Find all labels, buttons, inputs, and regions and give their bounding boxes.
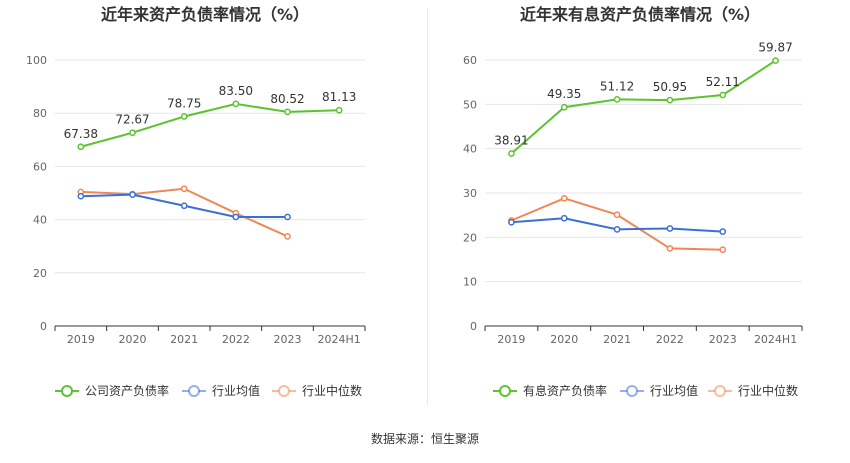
x-tick-label: 2020 xyxy=(119,333,147,346)
data-label: 50.95 xyxy=(653,80,687,94)
legend-item-industry_avg[interactable]: 行业均值 xyxy=(182,383,260,398)
legend-item-industry_median[interactable]: 行业中位数 xyxy=(272,383,362,398)
data-label: 59.87 xyxy=(758,41,792,55)
legend-label: 公司资产负债率 xyxy=(85,383,169,398)
legend-marker-icon xyxy=(188,385,200,397)
y-tick-label: 60 xyxy=(463,54,477,67)
data-point-industry_avg[interactable] xyxy=(666,225,674,232)
data-point-industry_avg[interactable] xyxy=(560,214,568,222)
data-point-company[interactable] xyxy=(129,129,136,137)
x-tick-label: 2024H1 xyxy=(318,333,361,346)
chart-title: 近年来资产负债率情况（%） xyxy=(101,5,309,24)
series-line-company xyxy=(80,102,340,148)
data-point-industry_median[interactable] xyxy=(284,233,291,240)
data-label: 52.11 xyxy=(706,75,740,89)
chart-title: 近年来有息资产负债率情况（%） xyxy=(520,5,760,24)
legend-item-industry_median[interactable]: 行业中位数 xyxy=(708,383,798,398)
data-point-company[interactable] xyxy=(560,103,568,111)
data-point-industry_avg[interactable] xyxy=(232,213,240,221)
data-point-company[interactable] xyxy=(719,91,727,99)
x-tick-label: 2023 xyxy=(709,333,737,346)
x-tick-label: 2024H1 xyxy=(754,333,797,346)
x-tick-label: 2023 xyxy=(274,333,302,346)
data-point-industry_median[interactable] xyxy=(613,211,621,219)
data-point-company[interactable] xyxy=(613,96,621,103)
series-line-company xyxy=(510,59,777,155)
legend-item-company[interactable]: 公司资产负债率 xyxy=(55,383,169,398)
y-tick-label: 10 xyxy=(463,276,477,289)
data-point-industry_avg[interactable] xyxy=(77,192,85,200)
data-point-industry_avg[interactable] xyxy=(508,218,515,226)
legend-marker-icon xyxy=(499,385,511,397)
legend-item-company[interactable]: 有息资产负债率 xyxy=(493,383,607,398)
y-tick-label: 50 xyxy=(463,98,477,111)
data-point-industry_avg[interactable] xyxy=(719,228,727,235)
data-point-company[interactable] xyxy=(232,100,240,108)
x-tick-label: 2021 xyxy=(170,333,198,346)
y-tick-label: 30 xyxy=(463,187,477,200)
legend-marker-icon xyxy=(626,385,638,397)
data-point-company[interactable] xyxy=(77,143,85,151)
x-tick-label: 2021 xyxy=(603,333,631,346)
data-point-company[interactable] xyxy=(508,150,515,157)
y-tick-label: 20 xyxy=(463,231,477,244)
data-point-industry_avg[interactable] xyxy=(613,226,621,233)
legend-marker-icon xyxy=(278,385,290,397)
legend-label: 行业均值 xyxy=(650,383,698,398)
data-source-note: 数据来源：恒生聚源 xyxy=(371,431,479,446)
data-label: 67.38 xyxy=(64,127,98,141)
data-point-company[interactable] xyxy=(335,106,343,114)
x-tick-label: 2019 xyxy=(67,333,95,346)
data-point-company[interactable] xyxy=(180,113,188,120)
data-point-industry_avg[interactable] xyxy=(284,213,291,221)
legend-marker-icon xyxy=(61,385,73,397)
x-tick-label: 2019 xyxy=(497,333,525,346)
x-tick-label: 2022 xyxy=(222,333,250,346)
data-label: 38.91 xyxy=(494,133,528,147)
y-tick-label: 20 xyxy=(33,267,47,280)
legend-label: 行业中位数 xyxy=(302,383,362,398)
y-tick-label: 60 xyxy=(33,160,47,173)
y-tick-label: 0 xyxy=(40,320,47,333)
data-point-industry_median[interactable] xyxy=(666,245,674,252)
data-point-company[interactable] xyxy=(284,108,291,116)
data-label: 78.75 xyxy=(167,97,201,111)
data-label: 80.52 xyxy=(270,92,304,106)
data-label: 72.67 xyxy=(115,113,149,127)
data-point-industry_median[interactable] xyxy=(180,185,188,193)
x-tick-label: 2022 xyxy=(656,333,684,346)
data-point-industry_median[interactable] xyxy=(719,246,727,254)
legend-item-industry_avg[interactable]: 行业均值 xyxy=(620,383,698,398)
series-line-industry_median xyxy=(511,197,723,251)
data-point-company[interactable] xyxy=(666,96,674,104)
chart-panel-2: 近年来有息资产负债率情况（%） 0 10 20 30 40 50 60 2019 2020 2021… xyxy=(463,5,803,398)
legend-label: 有息资产负债率 xyxy=(523,383,607,398)
y-tick-label: 40 xyxy=(33,214,47,227)
y-tick-label: 100 xyxy=(26,54,47,67)
legend-marker-icon xyxy=(714,385,726,397)
x-tick-label: 2020 xyxy=(550,333,578,346)
legend-label: 行业中位数 xyxy=(738,383,798,398)
data-label: 49.35 xyxy=(547,87,581,101)
data-label: 83.50 xyxy=(219,84,253,98)
legend-label: 行业均值 xyxy=(212,383,260,398)
data-point-industry_median[interactable] xyxy=(560,194,568,202)
y-tick-label: 40 xyxy=(463,143,477,156)
chart-panel-1: 近年来资产负债率情况（%） 0 20 40 60 80 100 2019 2020 2021 202… xyxy=(26,5,366,398)
data-label: 51.12 xyxy=(600,79,634,93)
data-label: 81.13 xyxy=(322,90,356,104)
data-point-industry_avg[interactable] xyxy=(129,191,136,198)
y-tick-label: 80 xyxy=(33,107,47,120)
y-tick-label: 0 xyxy=(470,320,477,333)
data-point-company[interactable] xyxy=(772,57,779,64)
data-point-industry_avg[interactable] xyxy=(180,202,188,210)
